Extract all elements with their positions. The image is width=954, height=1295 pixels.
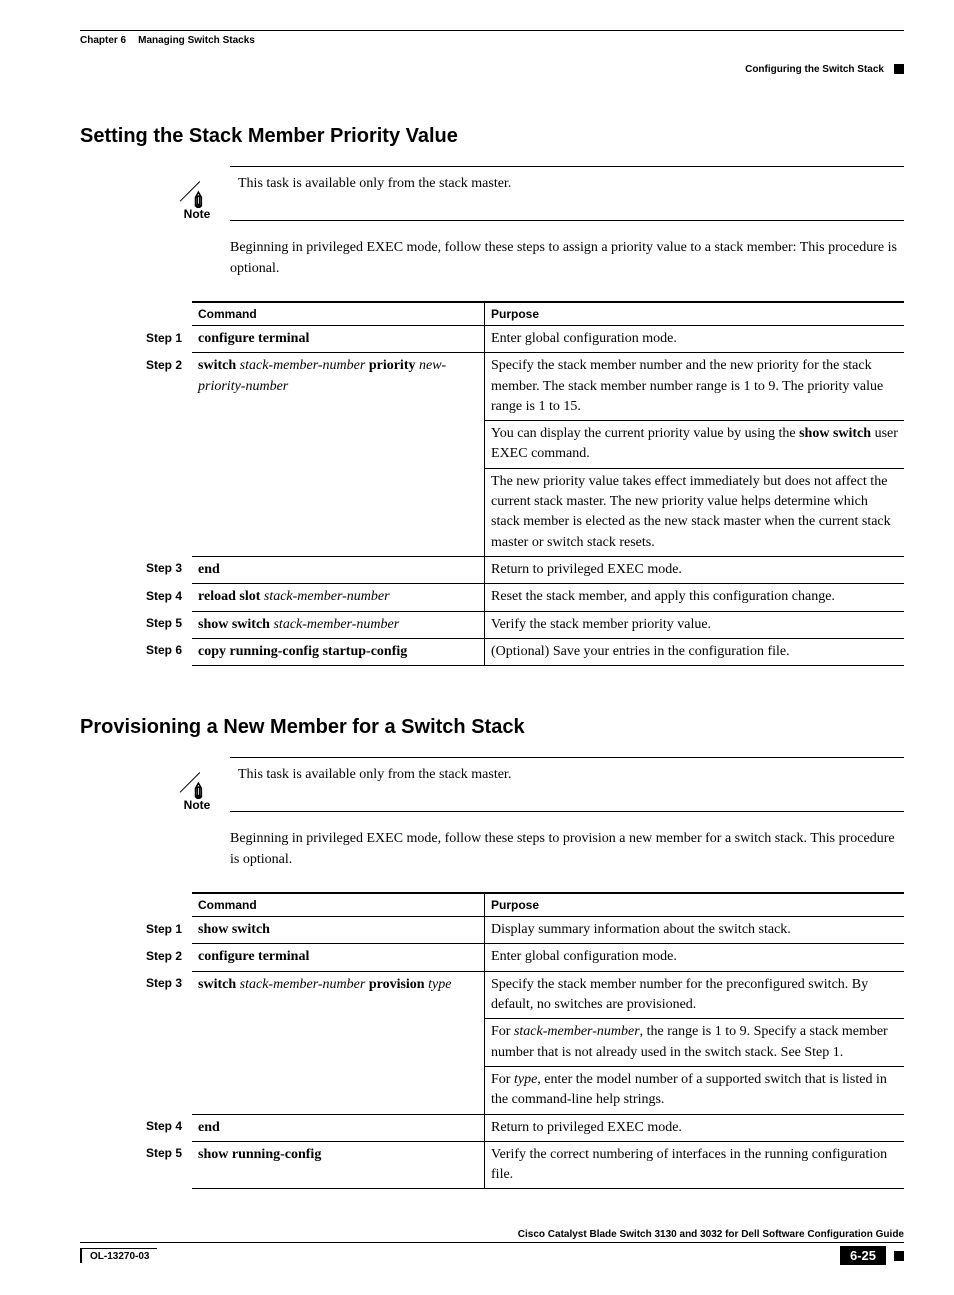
page-number: 6-25 — [840, 1246, 886, 1265]
cmd: copy running-config startup-config — [198, 644, 407, 659]
footer-guide: Cisco Catalyst Blade Switch 3130 and 303… — [80, 1229, 904, 1243]
table-row: Step 5 show running-config Verify the co… — [140, 1141, 904, 1189]
steps-table-1: Command Purpose Step 1 configure termina… — [140, 301, 904, 666]
cmd: reload slot — [198, 589, 260, 604]
cmd: configure terminal — [198, 949, 309, 964]
header-command: Command — [192, 893, 485, 917]
steps-table-2: Command Purpose Step 1 show switch Displ… — [140, 892, 904, 1189]
step-label: Step 1 — [140, 917, 192, 944]
table-row: Step 1 configure terminal Enter global c… — [140, 326, 904, 353]
note-text: This task is available only from the sta… — [230, 166, 904, 221]
step-label: Step 4 — [140, 584, 192, 611]
cmd-arg: type — [428, 977, 451, 992]
note-block: ✎ Note This task is available only from … — [170, 166, 904, 221]
cmd: priority — [369, 358, 416, 373]
step-label: Step 6 — [140, 638, 192, 665]
purpose: The new priority value takes effect imme… — [485, 468, 904, 556]
step-label: Step 1 — [140, 326, 192, 353]
table-row: Step 4 end Return to privileged EXEC mod… — [140, 1114, 904, 1141]
doc-id: OL-13270-03 — [80, 1248, 157, 1263]
note-text: This task is available only from the sta… — [230, 757, 904, 812]
cmd: switch — [198, 358, 236, 373]
cmd: configure terminal — [198, 331, 309, 346]
cmd: show switch — [198, 922, 270, 937]
cmd: switch — [198, 977, 236, 992]
purpose: (Optional) Save your entries in the conf… — [485, 638, 904, 665]
table-row: Step 2 configure terminal Enter global c… — [140, 944, 904, 971]
purpose: Return to privileged EXEC mode. — [485, 1114, 904, 1141]
step-label: Step 3 — [140, 971, 192, 1114]
purpose: Specify the stack member number for the … — [485, 971, 904, 1019]
purpose: For type, enter the model number of a su… — [485, 1066, 904, 1114]
step-label: Step 5 — [140, 611, 192, 638]
note-block: ✎ Note This task is available only from … — [170, 757, 904, 812]
section-heading-provision: Provisioning a New Member for a Switch S… — [80, 716, 904, 739]
footer-row: OL-13270-03 6-25 — [80, 1246, 904, 1265]
purpose: Enter global configuration mode. — [485, 326, 904, 353]
purpose: You can display the current priority val… — [485, 421, 904, 469]
intro-text: Beginning in privileged EXEC mode, follo… — [230, 828, 904, 870]
purpose: For stack-member-number, the range is 1 … — [485, 1019, 904, 1067]
purpose: Reset the stack member, and apply this c… — [485, 584, 904, 611]
cmd-arg: stack-member-number — [264, 589, 390, 604]
step-label: Step 5 — [140, 1141, 192, 1189]
page-header: Chapter 6 Managing Switch Stacks — [80, 30, 904, 46]
header-purpose: Purpose — [485, 302, 904, 326]
header-purpose: Purpose — [485, 893, 904, 917]
cmd-arg: stack-member-number — [240, 977, 366, 992]
cmd: end — [198, 1120, 220, 1135]
chapter-title: Managing Switch Stacks — [138, 35, 255, 46]
step-label: Step 4 — [140, 1114, 192, 1141]
table-row: Step 3 switch stack-member-number provis… — [140, 971, 904, 1019]
chapter-label: Chapter 6 — [80, 35, 126, 46]
table-row: Step 3 end Return to privileged EXEC mod… — [140, 556, 904, 583]
cmd: show switch — [198, 617, 270, 632]
purpose: Specify the stack member number and the … — [485, 353, 904, 421]
table-row: Step 6 copy running-config startup-confi… — [140, 638, 904, 665]
table-row: Step 1 show switch Display summary infor… — [140, 917, 904, 944]
cmd-arg: stack-member-number — [240, 358, 366, 373]
section-title: Configuring the Switch Stack — [80, 64, 904, 75]
step-label: Step 2 — [140, 353, 192, 557]
table-row: Step 5 show switch stack-member-number V… — [140, 611, 904, 638]
intro-text: Beginning in privileged EXEC mode, follo… — [230, 237, 904, 279]
cmd: end — [198, 562, 220, 577]
purpose: Return to privileged EXEC mode. — [485, 556, 904, 583]
purpose: Enter global configuration mode. — [485, 944, 904, 971]
purpose: Display summary information about the sw… — [485, 917, 904, 944]
purpose: Verify the stack member priority value. — [485, 611, 904, 638]
empty-header — [140, 893, 192, 917]
empty-header — [140, 302, 192, 326]
cmd-arg: stack-member-number — [273, 617, 399, 632]
step-label: Step 2 — [140, 944, 192, 971]
header-command: Command — [192, 302, 485, 326]
section-heading-priority: Setting the Stack Member Priority Value — [80, 125, 904, 148]
cmd: show running-config — [198, 1147, 321, 1162]
table-row: Step 2 switch stack-member-number priori… — [140, 353, 904, 421]
cmd: provision — [369, 977, 425, 992]
purpose: Verify the correct numbering of interfac… — [485, 1141, 904, 1189]
table-row: Step 4 reload slot stack-member-number R… — [140, 584, 904, 611]
step-label: Step 3 — [140, 556, 192, 583]
